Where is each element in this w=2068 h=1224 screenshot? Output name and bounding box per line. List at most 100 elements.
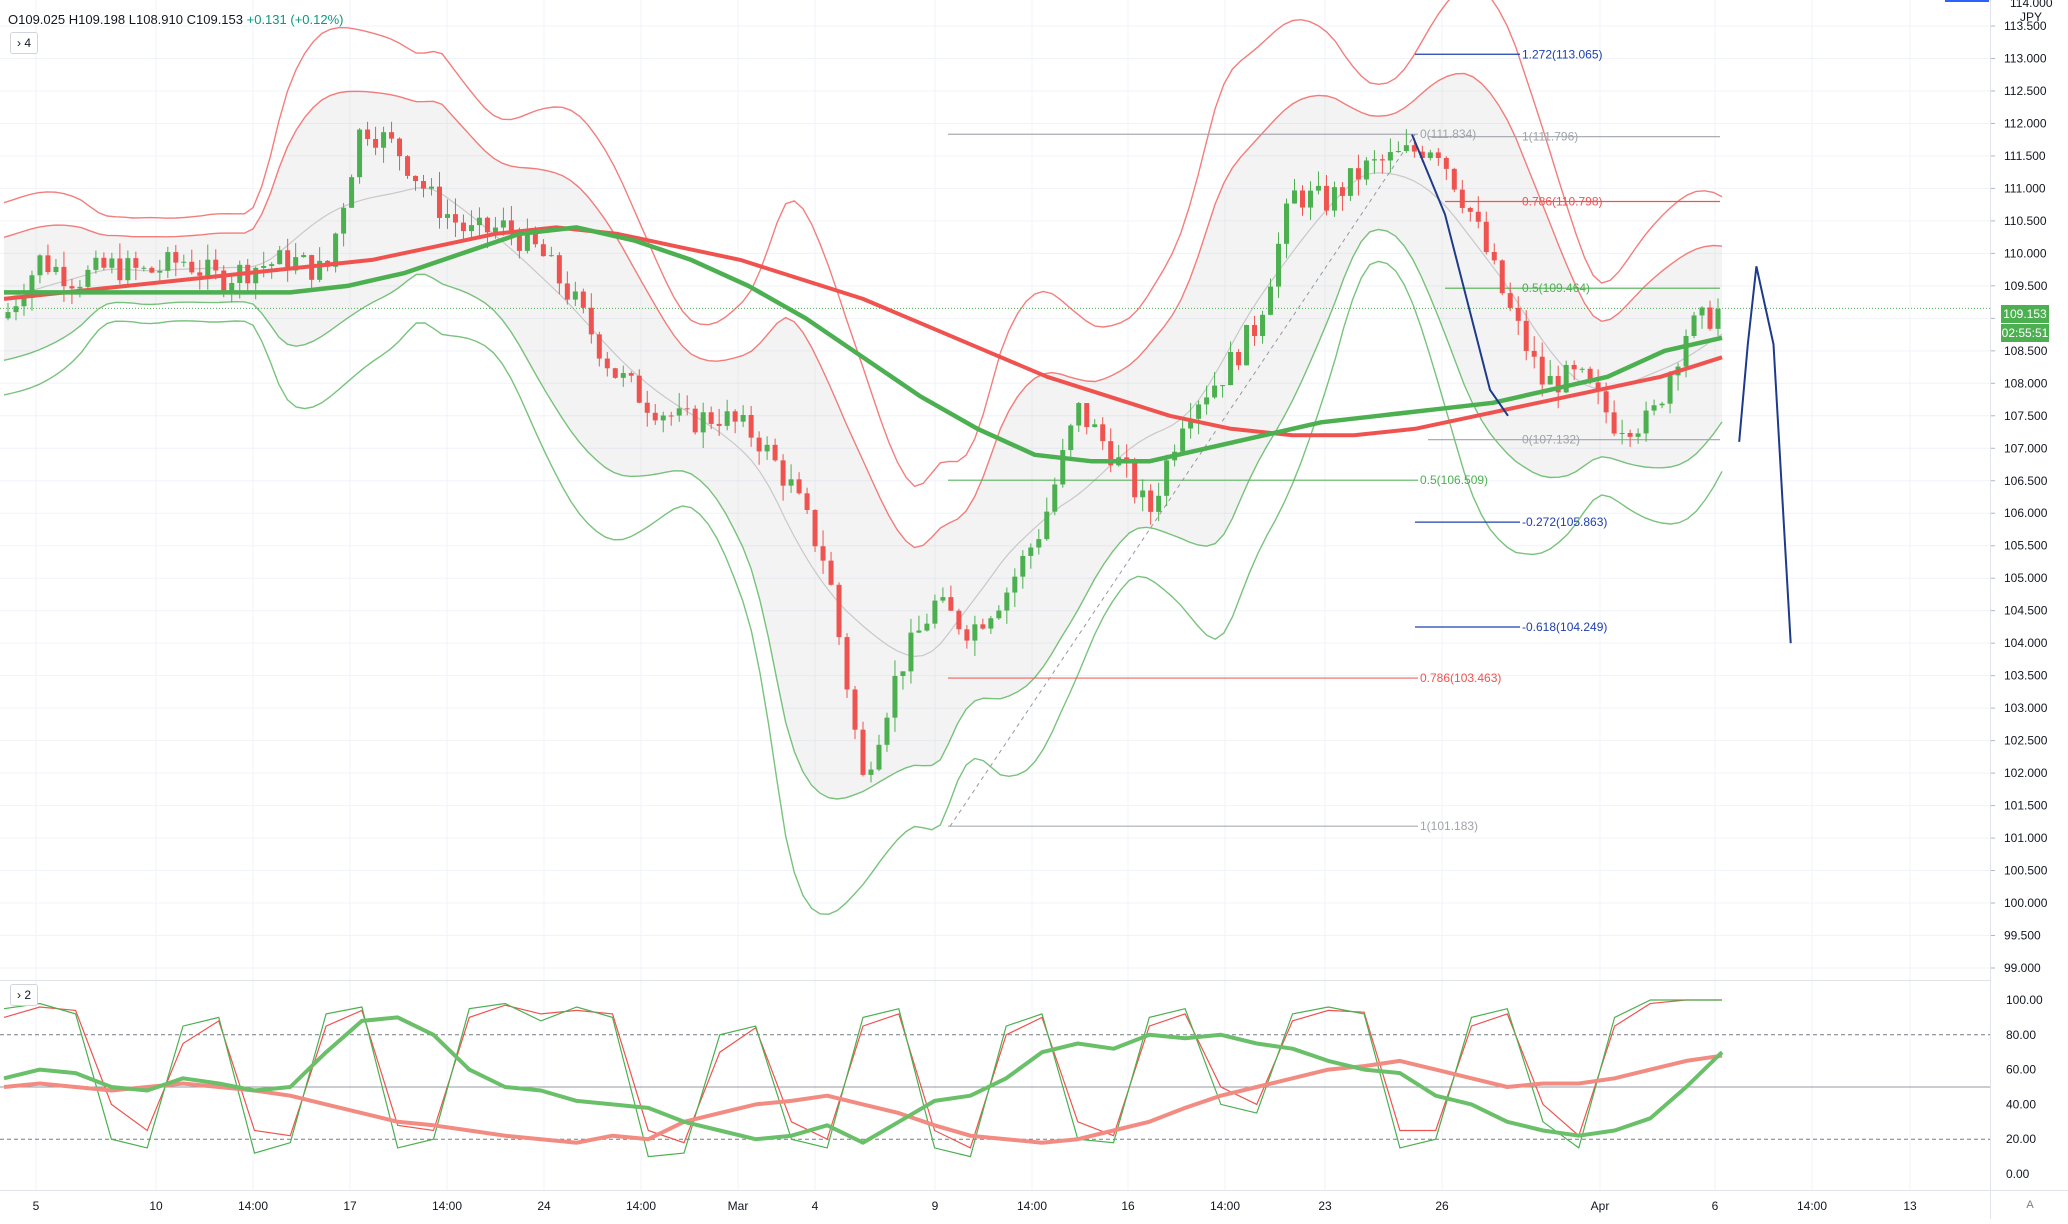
candle-body: [756, 437, 762, 452]
indicator-count: 2: [24, 988, 32, 1002]
time-label: 14:00: [626, 1199, 656, 1213]
candle-body: [69, 286, 75, 289]
time-label: 14:00: [1210, 1199, 1240, 1213]
pane-separator[interactable]: [0, 980, 1990, 981]
candle-body: [1004, 592, 1010, 611]
candle-body: [1228, 352, 1234, 386]
fib-left-label: 0.5(106.509): [1420, 473, 1488, 487]
time-label: 17: [343, 1199, 357, 1213]
price-label: 100.000: [2004, 896, 2048, 910]
candle-body: [1052, 484, 1058, 512]
candle-body: [149, 267, 155, 273]
band-lower-inner: [3, 228, 1723, 800]
candle-body: [556, 255, 562, 284]
fibonacci-tools[interactable]: 1.272(113.065) 1(111.796) 0.786(110.798) 0.…: [0, 47, 1990, 833]
fib-right-label: -0.272(105.863): [1522, 515, 1607, 529]
candle-body: [117, 258, 123, 281]
price-label: 109.500: [2004, 279, 2048, 293]
candle-body: [1491, 252, 1497, 261]
candle-body: [229, 282, 235, 292]
candle-body: [1499, 260, 1505, 294]
oscillator-label: 40.00: [2006, 1097, 2036, 1111]
low-value: L108.910: [128, 12, 183, 27]
stoch-k-line: [3, 999, 1722, 1158]
price-label: 102.000: [2004, 766, 2048, 780]
price-label: 112.500: [2004, 84, 2047, 98]
candle-body: [932, 600, 938, 624]
candle-body: [492, 227, 498, 233]
candle-body: [444, 214, 450, 218]
candle-body: [684, 408, 690, 410]
candle-body: [844, 637, 850, 690]
candle-body: [1204, 397, 1210, 405]
candle-body: [429, 186, 435, 189]
candle-body: [676, 408, 682, 416]
candle-body: [293, 257, 299, 271]
candle-body: [1371, 159, 1377, 161]
candle-body: [1299, 190, 1305, 208]
candle-body: [980, 624, 986, 629]
close-value: C109.153: [186, 12, 243, 27]
projection-lines[interactable]: [1411, 134, 1792, 644]
candle-body: [668, 415, 674, 417]
price-label: 105.500: [2004, 539, 2048, 553]
stochastic-oscillator: [0, 999, 1990, 1158]
indicators-toggle-main[interactable]: › 4: [10, 32, 39, 54]
candle-body: [1188, 418, 1194, 429]
candle-body: [1411, 145, 1417, 152]
time-label: 10: [149, 1199, 163, 1213]
fib-right-label: 0.5(109.464): [1522, 281, 1590, 295]
candle-body: [820, 546, 826, 561]
fib-left-label: 0(111.834): [1420, 127, 1476, 141]
band-basis: [3, 172, 1723, 658]
price-label: 99.500: [2004, 929, 2041, 943]
candle-body: [101, 257, 107, 268]
candle-body: [620, 373, 626, 378]
candle-body: [700, 412, 706, 433]
candle-body: [860, 729, 866, 775]
candle-body: [1323, 185, 1329, 211]
high-value: H109.198: [68, 12, 126, 27]
auto-scale-icon[interactable]: A: [2026, 1199, 2034, 1211]
fib-right-label: 1(111.796): [1522, 130, 1578, 144]
price-label: 112.000: [2004, 116, 2047, 130]
candle-body: [1507, 293, 1513, 308]
candle-body: [1284, 203, 1290, 244]
candle-body: [1547, 375, 1553, 385]
candle-body: [1220, 385, 1226, 387]
time-label: 5: [33, 1199, 40, 1213]
candle-body: [1579, 368, 1585, 370]
candle-body: [916, 630, 922, 633]
candle-body: [788, 479, 794, 486]
candle-body: [157, 270, 163, 273]
price-label: 104.500: [2004, 604, 2048, 618]
candle-body: [804, 493, 810, 510]
price-label: 100.500: [2004, 864, 2048, 878]
stoch-slow-red: [3, 1053, 1723, 1145]
candle-body: [221, 270, 227, 292]
candle-body: [317, 260, 323, 280]
candle-body: [572, 291, 578, 300]
candle-body: [53, 266, 59, 273]
candle-body: [165, 252, 171, 271]
candle-body: [373, 138, 379, 148]
moving-average-green: [4, 225, 1723, 464]
open-value: O109.025: [8, 12, 66, 27]
candle-body: [828, 560, 834, 585]
price-label: 99.000: [2004, 961, 2041, 975]
candle-body: [508, 220, 514, 234]
candle-body: [972, 624, 978, 641]
indicators-toggle-oscillator[interactable]: › 2: [10, 984, 39, 1006]
time-label: 6: [1712, 1199, 1719, 1213]
candle-body: [1435, 152, 1441, 158]
time-label: 14:00: [432, 1199, 462, 1213]
oscillator-label: 80.00: [2006, 1028, 2036, 1042]
candle-body: [413, 175, 419, 182]
candle-body: [692, 408, 698, 433]
candle-body: [125, 258, 131, 281]
candle-body: [333, 233, 339, 267]
candle-body: [1196, 404, 1202, 419]
candle-body: [133, 258, 139, 268]
